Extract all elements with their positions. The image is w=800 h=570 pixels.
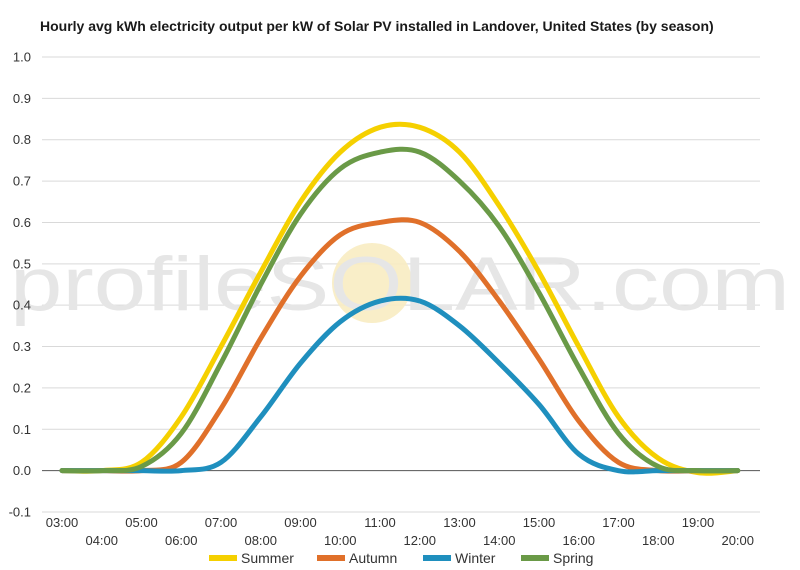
x-tick-label: 05:00 [125, 515, 158, 530]
series-lines [59, 121, 741, 476]
legend-label-winter: Winter [455, 550, 496, 566]
x-tick-label: 10:00 [324, 533, 357, 548]
y-tick-label: 1.0 [13, 50, 31, 65]
y-tick-label: 0.3 [13, 339, 31, 354]
y-tick-label: 0.6 [13, 215, 31, 230]
y-tick-label: 0.5 [13, 256, 31, 271]
x-tick-label: 17:00 [602, 515, 635, 530]
chart-title: Hourly avg kWh electricity output per kW… [40, 18, 714, 34]
y-tick-label: 0.9 [13, 91, 31, 106]
y-tick-label: 0.1 [13, 422, 31, 437]
y-tick-label: 0.2 [13, 380, 31, 395]
x-tick-label: 09:00 [284, 515, 317, 530]
legend-swatch-winter [423, 555, 451, 561]
series-line-summer [59, 121, 741, 476]
x-tick-label: 18:00 [642, 533, 675, 548]
watermark-text: profileSOLAR.com [10, 242, 790, 327]
axes: 1.0 0.9 0.8 0.7 0.6 0.5 0.4 0.3 0.2 0.1 0.0 -0.1 03:… [9, 50, 754, 549]
x-tick-label: 07:00 [205, 515, 238, 530]
x-tick-label: 16:00 [562, 533, 595, 548]
x-tick-label: 04:00 [85, 533, 118, 548]
x-tick-label: 19:00 [682, 515, 715, 530]
x-tick-label: 13:00 [443, 515, 476, 530]
legend-swatch-autumn [317, 555, 345, 561]
y-tick-label: 0.8 [13, 132, 31, 147]
legend: Summer Autumn Winter Spring [209, 550, 593, 566]
y-tick-label: -0.1 [9, 505, 31, 520]
x-tick-label: 14:00 [483, 533, 516, 548]
legend-swatch-spring [521, 555, 549, 561]
watermark: profileSOLAR.com [10, 242, 790, 327]
legend-swatch-summer [209, 555, 237, 561]
legend-label-summer: Summer [241, 550, 294, 566]
series-line-autumn [59, 217, 741, 474]
legend-label-autumn: Autumn [349, 550, 397, 566]
y-tick-label: 0.7 [13, 174, 31, 189]
series-line-winter [59, 295, 741, 475]
x-tick-label: 06:00 [165, 533, 198, 548]
legend-label-spring: Spring [553, 550, 593, 566]
y-tick-label: 0.4 [13, 298, 31, 313]
x-tick-label: 15:00 [523, 515, 556, 530]
y-tick-label: 0.0 [13, 463, 31, 478]
watermark-sun [332, 243, 412, 323]
x-tick-label: 03:00 [46, 515, 79, 530]
x-tick-label: 08:00 [244, 533, 277, 548]
x-tick-label: 11:00 [364, 515, 396, 530]
x-tick-label: 12:00 [403, 533, 436, 548]
series-line-spring [59, 146, 741, 474]
x-tick-label: 20:00 [721, 533, 754, 548]
